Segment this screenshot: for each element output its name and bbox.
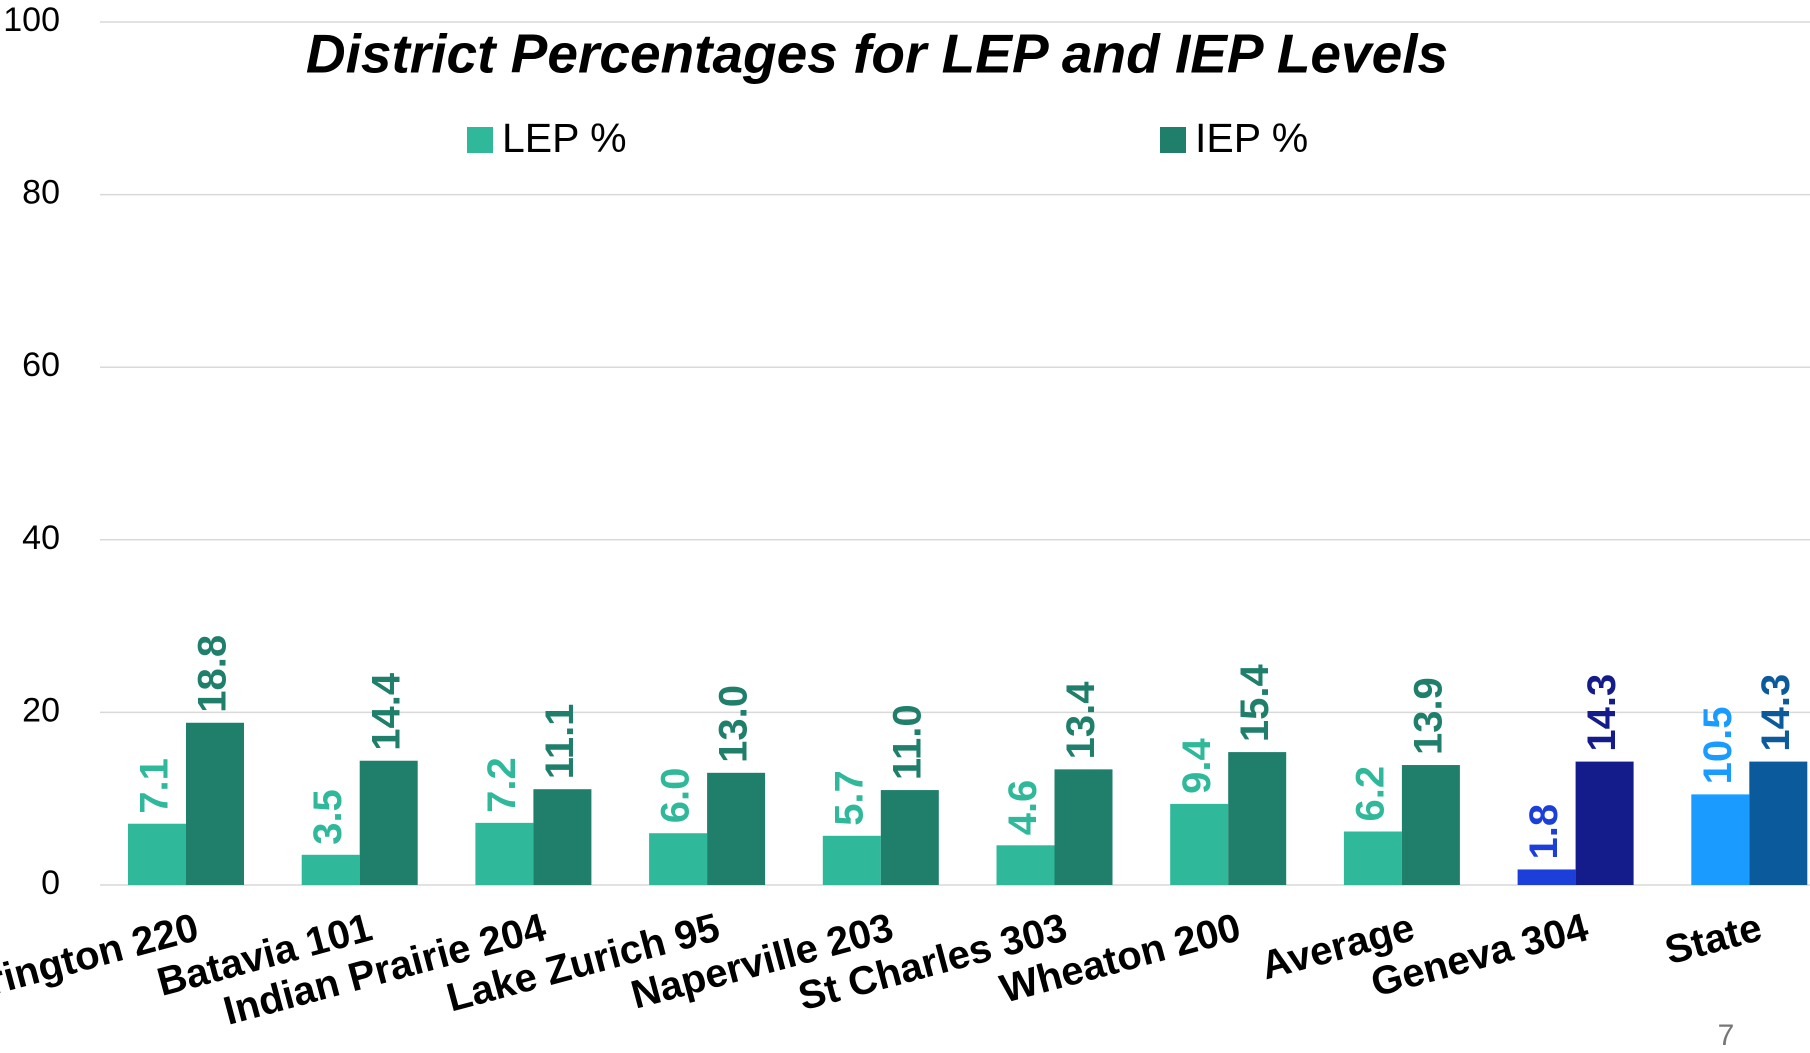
bar (359, 760, 418, 885)
value-label: 5.7 (827, 770, 871, 826)
y-tick-label: 20 (22, 691, 60, 729)
bar (1343, 831, 1402, 885)
bar (301, 854, 360, 885)
bar (707, 772, 766, 885)
value-label: 6.0 (654, 768, 698, 824)
bar (475, 822, 534, 885)
value-label: 15.4 (1233, 663, 1277, 742)
value-label: 3.5 (306, 789, 350, 845)
bar (186, 722, 244, 885)
y-tick-label: 80 (22, 174, 60, 212)
bar (1517, 869, 1576, 885)
legend-swatch (467, 127, 493, 153)
bar (533, 789, 592, 885)
x-tick-label: State (1660, 905, 1766, 973)
value-label: 14.3 (1754, 674, 1798, 752)
bar (649, 833, 708, 885)
y-tick-label: 60 (22, 346, 60, 384)
bar (1054, 769, 1113, 885)
value-label: 9.4 (1175, 738, 1219, 794)
value-label: 13.9 (1406, 677, 1450, 755)
bar (1401, 765, 1460, 885)
value-label: 10.5 (1696, 707, 1740, 785)
value-label: 14.4 (364, 672, 408, 751)
bar (1170, 803, 1229, 885)
bar (996, 845, 1055, 885)
value-label: 1.8 (1522, 804, 1566, 860)
value-label: 4.6 (1001, 780, 1045, 836)
value-label: 7.2 (480, 757, 524, 813)
y-tick-label: 0 (41, 864, 60, 902)
value-label: 18.8 (191, 635, 235, 713)
value-label: 13.0 (712, 685, 756, 763)
bar (1575, 761, 1634, 885)
bar (822, 835, 881, 885)
bar (880, 790, 939, 885)
chart-title: District Percentages for LEP and IEP Lev… (306, 23, 1448, 85)
value-label: 11.0 (885, 704, 929, 780)
bar (128, 823, 186, 885)
legend-label: LEP % (502, 115, 627, 161)
value-label: 11.1 (538, 704, 582, 780)
bar (1228, 752, 1287, 885)
legend-label: IEP % (1195, 115, 1308, 161)
bar (1691, 794, 1750, 885)
bar (1749, 761, 1808, 885)
value-label: 6.2 (1348, 766, 1392, 822)
legend-swatch (1160, 127, 1186, 153)
page-number: 7 (1718, 1019, 1735, 1052)
value-label: 7.1 (133, 758, 177, 814)
value-label: 13.4 (1059, 681, 1103, 760)
y-tick-label: 100 (3, 1, 60, 39)
value-label: 14.3 (1580, 674, 1624, 752)
y-tick-label: 40 (22, 519, 60, 557)
